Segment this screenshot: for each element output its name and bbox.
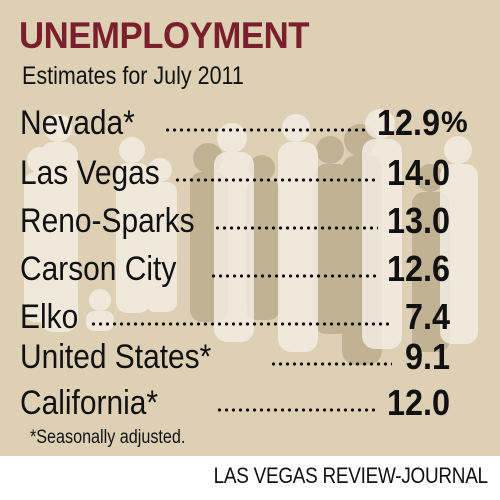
rate-row-carson-city: Carson City 12.6 bbox=[20, 249, 450, 289]
rate-row-california: California* 12.0 bbox=[20, 383, 450, 423]
row-label: Reno-Sparks bbox=[20, 202, 195, 240]
crowd-silhouettes bbox=[24, 109, 478, 365]
rate-row-united-states: United States* 9.1 bbox=[20, 337, 450, 377]
row-label: California* bbox=[20, 384, 159, 422]
rate-row-elko: Elko 7.4 bbox=[20, 297, 450, 337]
chart-title: UNEMPLOYMENT bbox=[19, 15, 309, 56]
dot-leader bbox=[210, 271, 378, 281]
row-value: 12.6 bbox=[386, 248, 450, 289]
dot-leader bbox=[90, 319, 390, 329]
row-value: 12.0 bbox=[386, 382, 450, 423]
row-label: Nevada* bbox=[20, 104, 135, 142]
row-value: 14.0 bbox=[386, 152, 450, 193]
dot-leader bbox=[270, 359, 392, 369]
row-value: 13.0 bbox=[386, 200, 450, 241]
rate-row-reno-sparks: Reno-Sparks 13.0 bbox=[20, 201, 450, 241]
dot-leader bbox=[214, 223, 378, 233]
rate-row-las-vegas: Las Vegas 14.0 bbox=[20, 153, 450, 193]
dot-leader bbox=[174, 175, 379, 185]
row-value: 7.4 bbox=[404, 296, 450, 337]
rate-row-nevada: Nevada* 12.9 bbox=[20, 103, 450, 143]
chart-subtitle: Estimates for July 2011 bbox=[22, 62, 244, 90]
row-label: Carson City bbox=[20, 250, 177, 288]
row-label: Elko bbox=[20, 298, 79, 336]
percent-sign: % bbox=[441, 106, 468, 139]
row-value: 9.1 bbox=[404, 336, 450, 377]
rate-list: Nevada* 12.9 Las Vegas 14.0 Reno-Sparks … bbox=[20, 103, 450, 423]
dot-leader bbox=[216, 405, 378, 415]
dot-leader bbox=[164, 125, 366, 135]
row-label: United States* bbox=[20, 338, 212, 376]
infographic-panel: UNEMPLOYMENT Estimates for July 2011 Nev… bbox=[0, 0, 500, 456]
row-value: 12.9 bbox=[376, 102, 440, 143]
row-label: Las Vegas bbox=[20, 154, 160, 192]
source-credit: LAS VEGAS REVIEW-JOURNAL bbox=[213, 463, 488, 488]
footnote: *Seasonally adjusted. bbox=[30, 427, 186, 448]
